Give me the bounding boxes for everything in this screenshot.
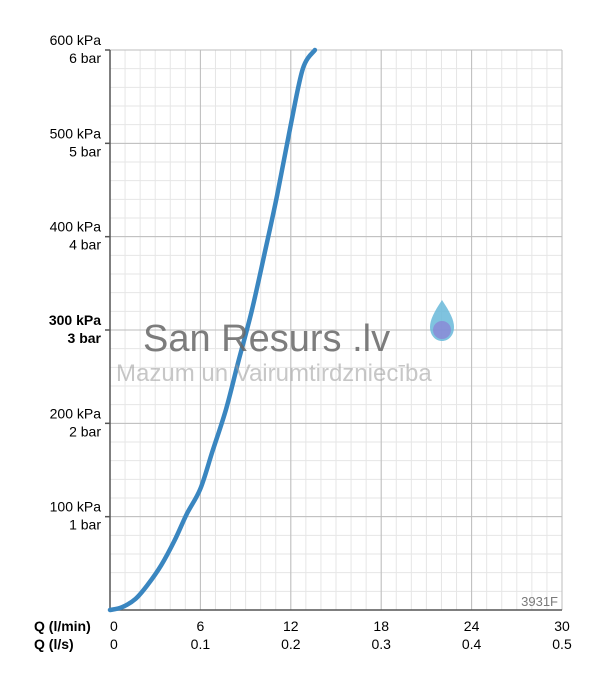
x-axis-label-primary: Q (l/min)	[34, 618, 91, 634]
y-tick-label-kpa: 100 kPa	[50, 499, 102, 515]
x-tick-label-primary: 6	[197, 618, 205, 634]
x-tick-label-primary: 12	[283, 618, 299, 634]
y-tick-label-kpa: 400 kPa	[50, 219, 102, 235]
y-tick-label-kpa: 200 kPa	[50, 405, 102, 421]
y-tick-label-kpa: 300 kPa	[49, 312, 101, 328]
x-axis-label-secondary: Q (l/s)	[34, 636, 74, 652]
y-tick-label-bar: 5 bar	[69, 143, 101, 159]
x-tick-label-secondary: 0.4	[462, 636, 482, 652]
x-tick-label-primary: 30	[554, 618, 570, 634]
y-tick-label-kpa: 600 kPa	[50, 32, 102, 48]
x-tick-label-primary: 18	[373, 618, 389, 634]
y-tick-label-bar: 1 bar	[69, 517, 101, 533]
watermark-subtitle: Mazum un Vairumtirdzniecība	[116, 360, 432, 387]
x-tick-label-secondary: 0.1	[191, 636, 211, 652]
water-drop-icon	[430, 300, 454, 341]
y-tick-label-bar: 3 bar	[68, 330, 102, 346]
x-tick-label-secondary: 0	[110, 636, 118, 652]
y-tick-label-bar: 6 bar	[69, 50, 101, 66]
watermark: San Resurs .lv Mazum un Vairumtirdzniecī…	[116, 300, 454, 387]
x-tick-labels: Q (l/min) Q (l/s) 0 0 6 0.1 12 0.2 18 0.3 24 0.4 30 0…	[34, 618, 572, 652]
x-tick-label-primary: 24	[464, 618, 480, 634]
x-tick-label-primary: 0	[110, 618, 118, 634]
chart-code-label: 3931F	[521, 594, 558, 609]
y-tick-label-kpa: 500 kPa	[50, 125, 102, 141]
y-tick-labels: 100 kPa 1 bar 200 kPa 2 bar 300 kPa 3 bar 400 …	[49, 32, 102, 533]
x-tick-label-secondary: 0.2	[281, 636, 301, 652]
watermark-title: San Resurs .lv	[143, 318, 390, 360]
x-tick-label-secondary: 0.3	[371, 636, 391, 652]
y-tick-label-bar: 4 bar	[69, 237, 101, 253]
x-tick-label-secondary: 0.5	[552, 636, 572, 652]
y-tick-label-bar: 2 bar	[69, 423, 101, 439]
